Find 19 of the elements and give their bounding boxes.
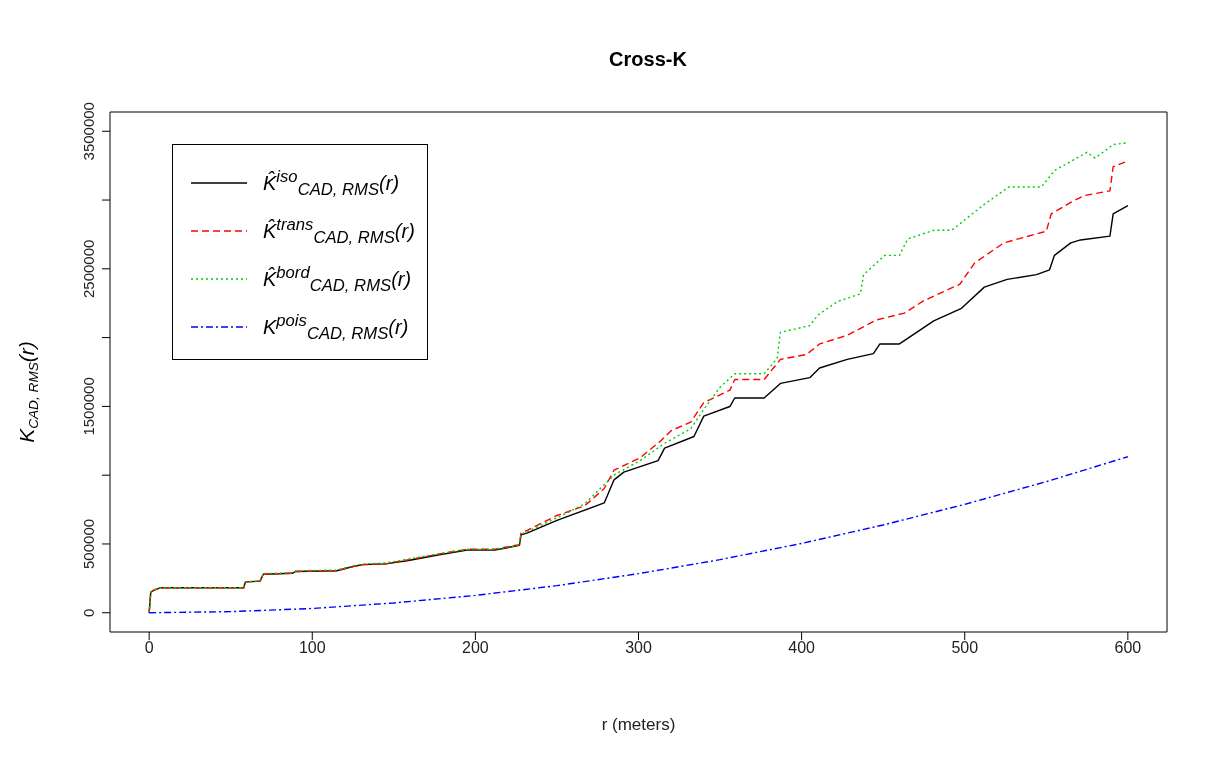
x-tick-label: 0 bbox=[144, 639, 154, 657]
line-series bbox=[148, 456, 1129, 614]
x-axis-title: r (meters) bbox=[601, 715, 676, 734]
legend-label: K̂$^{trans}$$_{CAD, RMS}$(r) bbox=[263, 214, 415, 248]
y-tick-label: 1500000 bbox=[80, 377, 97, 436]
legend-label: K̂$^{iso}$$_{CAD, RMS}$(r) bbox=[263, 166, 400, 200]
legend-label: K̂$^{bord}$$_{CAD, RMS}$(r) bbox=[263, 262, 412, 296]
x-tick-label: 200 bbox=[462, 639, 489, 657]
x-tick-label: 500 bbox=[951, 639, 979, 657]
y-tick-label: 500000 bbox=[80, 518, 97, 569]
legend-label: K$^{pois}$$_{CAD, RMS}$(r) bbox=[263, 310, 409, 344]
y-tick-label: 3500000 bbox=[80, 102, 97, 161]
y-tick-label: 2500000 bbox=[80, 239, 97, 299]
chart-title: Cross-K bbox=[608, 48, 688, 71]
x-tick-label: 600 bbox=[1114, 639, 1142, 657]
x-tick-label: 400 bbox=[788, 639, 816, 657]
x-tick-label: 100 bbox=[298, 639, 326, 657]
x-tick-label: 300 bbox=[625, 639, 652, 657]
y-tick-label: 0 bbox=[80, 608, 97, 617]
